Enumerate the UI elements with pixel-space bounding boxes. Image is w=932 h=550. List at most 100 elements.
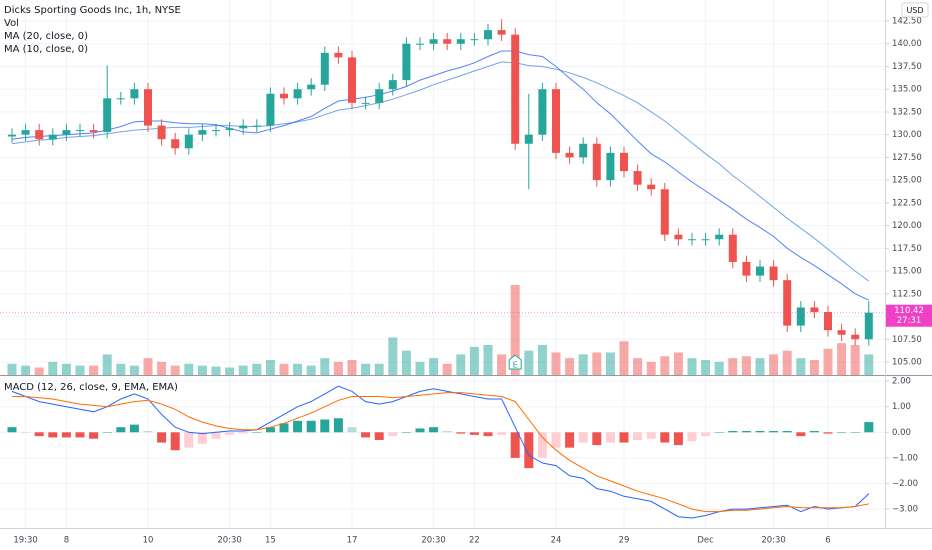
y-tick-label: 140.00 bbox=[892, 39, 922, 49]
histogram-bar bbox=[374, 432, 384, 440]
histogram-bar bbox=[170, 432, 180, 451]
volume-bar bbox=[129, 365, 139, 375]
histogram-bar bbox=[864, 422, 874, 433]
candle-body bbox=[334, 52, 343, 58]
histogram-bar bbox=[34, 432, 44, 437]
candle-body bbox=[620, 152, 628, 172]
y-tick-label: 112.50 bbox=[892, 289, 922, 299]
histogram-bar bbox=[306, 420, 316, 433]
histogram-bar bbox=[633, 432, 643, 440]
histogram-bar bbox=[320, 419, 330, 433]
volume-bar bbox=[415, 361, 425, 375]
price-tag-label: 110.42 bbox=[894, 306, 924, 316]
candle-body bbox=[647, 184, 656, 190]
volume-bar bbox=[809, 360, 819, 375]
histogram-bar bbox=[687, 432, 697, 442]
plot: E bbox=[7, 19, 874, 519]
histogram-bar bbox=[157, 432, 167, 443]
histogram-bar bbox=[755, 431, 765, 433]
volume-bar bbox=[279, 363, 289, 375]
candle-body bbox=[810, 307, 819, 312]
volume-bar bbox=[837, 343, 847, 375]
candle-body bbox=[402, 43, 411, 81]
candle-body bbox=[497, 30, 506, 35]
y-tick-label: 137.50 bbox=[892, 62, 922, 72]
volume-legend: Vol bbox=[4, 18, 19, 29]
histogram-bar bbox=[442, 431, 452, 433]
countdown-label: 27:31 bbox=[897, 316, 922, 326]
y-tick-label: 127.50 bbox=[892, 153, 922, 163]
histogram-bar bbox=[279, 423, 289, 433]
y-tick-label: 115.00 bbox=[892, 267, 922, 277]
histogram-bar bbox=[61, 432, 71, 438]
volume-bar bbox=[728, 358, 738, 375]
currency-box bbox=[901, 2, 929, 18]
histogram-bar bbox=[7, 427, 17, 433]
volume-bar bbox=[347, 360, 357, 375]
x-tick-label: 20:30 bbox=[421, 536, 446, 546]
histogram-bar bbox=[673, 432, 683, 446]
volume-bar bbox=[374, 363, 384, 375]
histogram-bar bbox=[388, 432, 398, 437]
volume-bar bbox=[673, 352, 683, 375]
ma-legend: MA (20, close, 0) bbox=[4, 31, 88, 42]
volume-bar bbox=[34, 367, 44, 375]
histogram-bar bbox=[197, 432, 207, 444]
histogram-bar bbox=[75, 432, 85, 438]
volume-bar bbox=[75, 365, 85, 375]
candle-body bbox=[633, 171, 642, 185]
volume-bar bbox=[850, 345, 860, 375]
histogram-bar bbox=[265, 427, 275, 433]
volume-bar bbox=[633, 358, 643, 375]
histogram-bar bbox=[184, 432, 194, 448]
candle-body bbox=[701, 239, 710, 241]
candle-body bbox=[579, 143, 588, 158]
candle-body bbox=[552, 89, 560, 153]
candle-body bbox=[130, 89, 139, 99]
volume-bar bbox=[714, 361, 724, 375]
volume-bar bbox=[551, 352, 561, 375]
volume-bar bbox=[565, 358, 575, 375]
candle-body bbox=[375, 89, 384, 103]
y-tick-label: −3.00 bbox=[892, 505, 918, 515]
candle-body bbox=[443, 39, 452, 44]
volume-bar bbox=[252, 363, 262, 375]
volume-bar bbox=[619, 341, 629, 375]
volume-bar bbox=[197, 365, 207, 375]
candle-body bbox=[21, 130, 30, 135]
histogram-bar bbox=[551, 432, 561, 448]
histogram-bar bbox=[619, 432, 629, 443]
histogram-bar bbox=[782, 431, 792, 433]
volume-bar bbox=[21, 365, 31, 375]
histogram-bar bbox=[728, 431, 738, 433]
candle-body bbox=[239, 125, 248, 129]
currency: USD bbox=[906, 6, 923, 15]
candle-body bbox=[103, 98, 112, 132]
x-tick-label: 17 bbox=[347, 536, 358, 546]
volume-bar bbox=[483, 345, 493, 375]
candle-body bbox=[144, 89, 152, 126]
event-marker bbox=[508, 354, 522, 370]
y-tick-label: 105.00 bbox=[892, 357, 922, 367]
volume-bar bbox=[102, 354, 112, 375]
histogram-bar bbox=[660, 432, 670, 443]
y-tick-label: 122.50 bbox=[892, 198, 922, 208]
volume-bar bbox=[293, 363, 303, 375]
candle-body bbox=[674, 234, 683, 240]
candle-body bbox=[565, 152, 574, 158]
candle-body bbox=[361, 102, 370, 104]
candle-body bbox=[171, 139, 180, 149]
volume-bar bbox=[170, 365, 180, 375]
volume-bar bbox=[741, 356, 751, 375]
candle-body bbox=[252, 125, 261, 127]
histogram-bar bbox=[510, 432, 520, 458]
candle-body bbox=[225, 128, 234, 131]
candle-body bbox=[592, 143, 601, 181]
histogram-bar bbox=[646, 432, 656, 439]
volume-bar bbox=[510, 285, 520, 375]
volume-bar bbox=[755, 358, 765, 375]
moving-average bbox=[11, 61, 870, 282]
histogram-bar bbox=[483, 432, 493, 437]
volume-bar bbox=[388, 337, 398, 375]
volume-bar bbox=[456, 354, 466, 375]
